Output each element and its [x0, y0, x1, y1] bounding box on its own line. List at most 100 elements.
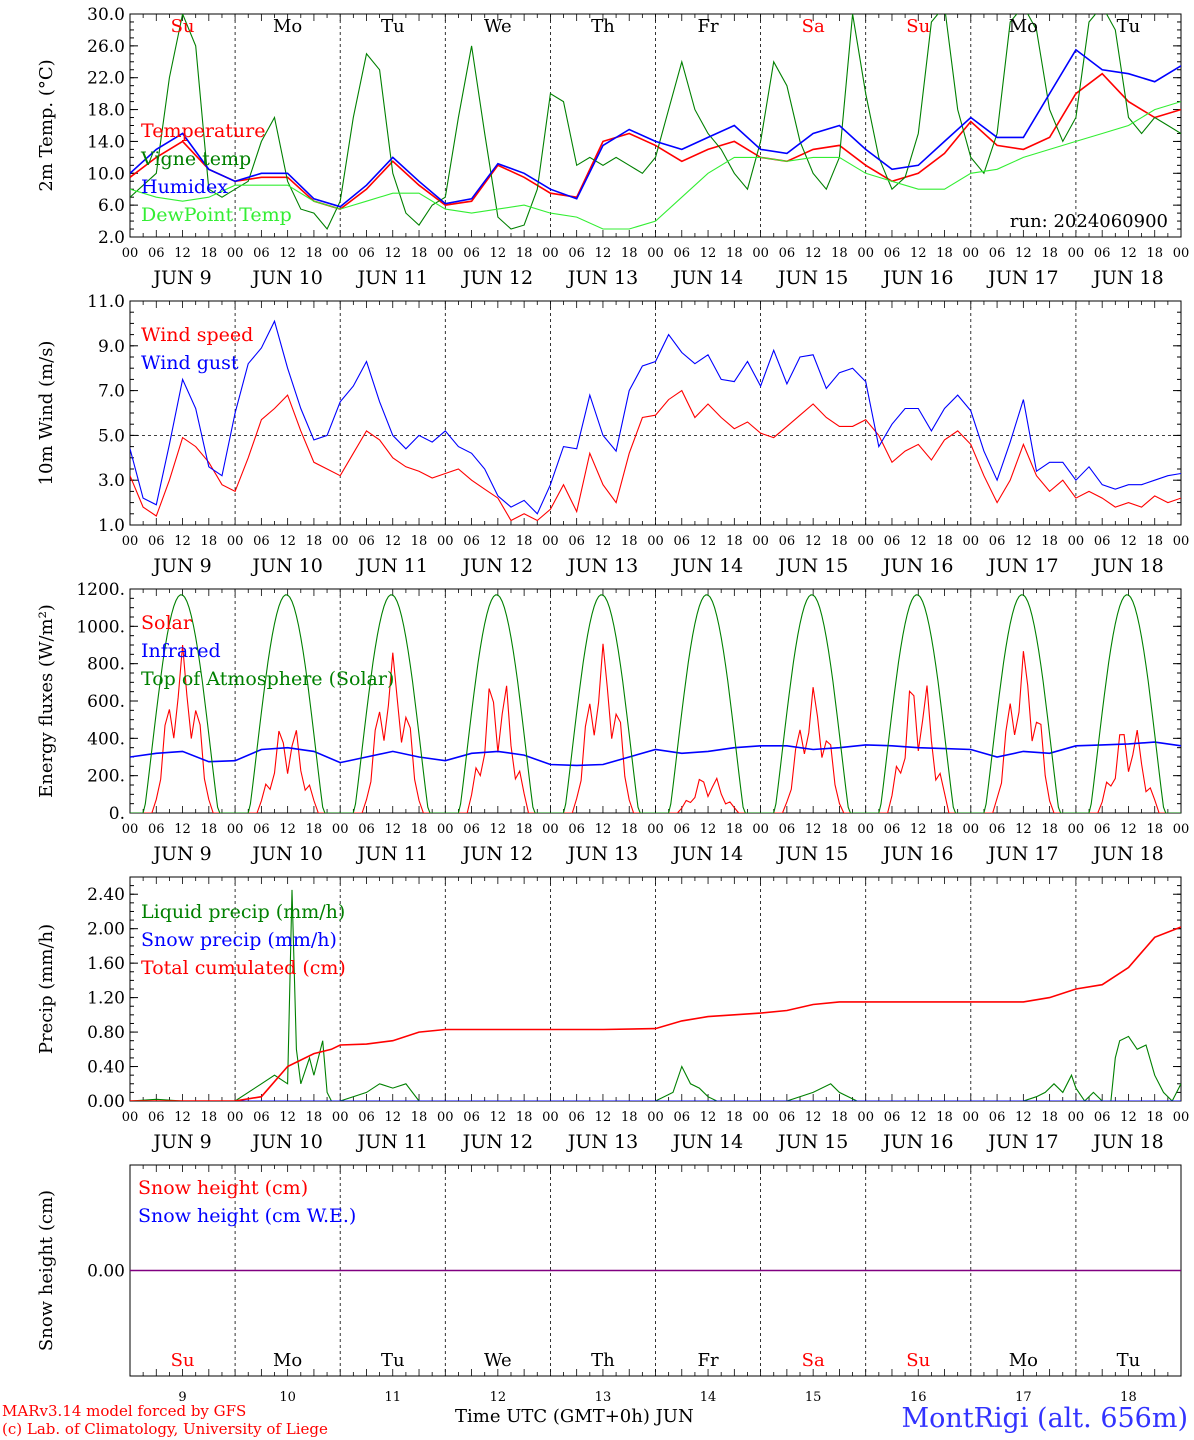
- hour-label: 06: [358, 246, 375, 261]
- series-line-humidex: [130, 48, 1181, 208]
- date-label: JUN 11: [356, 555, 428, 577]
- hour-label: 12: [1120, 822, 1137, 837]
- hour-label: 06: [568, 534, 585, 549]
- hour-label: 00: [227, 1110, 244, 1125]
- hour-label: 06: [253, 534, 270, 549]
- hour-label: 06: [884, 1110, 901, 1125]
- hour-label: 00: [647, 822, 664, 837]
- hour-label: 12: [1015, 822, 1032, 837]
- hour-label: 00: [963, 246, 980, 261]
- y-axis-label: Precip (mm/h): [36, 924, 57, 1054]
- date-label: JUN 12: [461, 555, 533, 577]
- hour-label: 12: [490, 246, 507, 261]
- date-label: JUN 10: [250, 1131, 322, 1153]
- hour-label: 00: [1173, 822, 1190, 837]
- hour-label: 18: [936, 822, 953, 837]
- hour-label: 00: [647, 534, 664, 549]
- run-annotation: run: 2024060900: [1010, 211, 1168, 232]
- hour-label: 12: [700, 534, 717, 549]
- day-number-label: 13: [595, 1390, 612, 1405]
- date-label: JUN 10: [250, 267, 322, 289]
- hour-label: 06: [989, 1110, 1006, 1125]
- weekday-label: We: [484, 16, 512, 37]
- y-tick-label: 1.0: [98, 516, 125, 536]
- hour-label: 12: [174, 822, 191, 837]
- date-label: JUN 13: [566, 555, 638, 577]
- site-title: MontRigi (alt. 656m): [901, 1403, 1188, 1434]
- date-label: JUN 12: [461, 267, 533, 289]
- date-label: JUN 9: [151, 1131, 211, 1153]
- hour-label: 06: [148, 246, 165, 261]
- legend-entry: Snow precip (mm/h): [141, 929, 337, 951]
- day-number-label: 15: [805, 1390, 822, 1405]
- hour-label: 12: [910, 822, 927, 837]
- date-label: JUN 13: [566, 1131, 638, 1153]
- hour-label: 06: [884, 246, 901, 261]
- legend-entry: Snow height (cm): [138, 1177, 308, 1199]
- hour-label: 18: [621, 1110, 638, 1125]
- date-label: JUN 18: [1091, 843, 1163, 865]
- hour-label: 18: [516, 534, 533, 549]
- hour-label: 06: [779, 246, 796, 261]
- hour-label: 18: [1146, 822, 1163, 837]
- hour-label: 06: [779, 534, 796, 549]
- y-tick-label: 0.40: [87, 1058, 125, 1078]
- hour-label: 06: [884, 822, 901, 837]
- hour-label: 12: [384, 246, 401, 261]
- hour-label: 06: [989, 534, 1006, 549]
- hour-label: 12: [1120, 534, 1137, 549]
- y-tick-label: 0.00: [87, 1262, 125, 1282]
- y-axis-label: 2m Temp. (°C): [36, 59, 57, 191]
- date-label: JUN 15: [776, 1131, 848, 1153]
- hour-label: 18: [516, 822, 533, 837]
- hour-label: 00: [647, 246, 664, 261]
- hour-label: 00: [437, 1110, 454, 1125]
- hour-label: 00: [332, 246, 349, 261]
- hour-label: 06: [884, 534, 901, 549]
- hour-label: 06: [989, 246, 1006, 261]
- hour-label: 18: [1041, 1110, 1058, 1125]
- y-tick-label: 800.: [87, 655, 125, 675]
- hour-label: 06: [463, 1110, 480, 1125]
- date-label: JUN 9: [151, 267, 211, 289]
- hour-label: 06: [674, 822, 691, 837]
- y-tick-label: 200.: [87, 767, 125, 787]
- panel-frame-2: [129, 588, 1182, 814]
- weekday-label-bottom: Fr: [698, 1350, 719, 1371]
- hour-label: 06: [989, 822, 1006, 837]
- weekday-label-bottom: Tu: [381, 1350, 405, 1371]
- hour-label: 00: [122, 246, 139, 261]
- y-tick-label: 2.00: [87, 920, 125, 940]
- date-label: JUN 18: [1091, 1131, 1163, 1153]
- hour-label: 12: [700, 1110, 717, 1125]
- hour-label: 18: [306, 1110, 323, 1125]
- series-line-liquid-precip-mm-h-: [130, 889, 1181, 1101]
- hour-label: 18: [726, 822, 743, 837]
- y-tick-label: 10.0: [87, 164, 125, 184]
- date-label: JUN 17: [986, 267, 1058, 289]
- hour-label: 12: [595, 1110, 612, 1125]
- hour-label: 12: [910, 534, 927, 549]
- date-label: JUN 14: [671, 843, 743, 865]
- hour-label: 06: [253, 246, 270, 261]
- weekday-label-bottom: Su: [171, 1350, 195, 1371]
- day-number-label: 12: [490, 1390, 507, 1405]
- hour-label: 12: [805, 534, 822, 549]
- hour-label: 06: [568, 822, 585, 837]
- hour-label: 00: [1068, 534, 1085, 549]
- hour-label: 12: [1015, 246, 1032, 261]
- series-line-dewpoint-temp: [130, 101, 1181, 230]
- hour-label: 00: [963, 1110, 980, 1125]
- hour-label: 06: [253, 822, 270, 837]
- hour-label: 18: [1041, 822, 1058, 837]
- weekday-label-bottom: Th: [591, 1350, 615, 1371]
- hour-label: 06: [779, 1110, 796, 1125]
- date-label: JUN 15: [776, 843, 848, 865]
- hour-label: 00: [437, 246, 454, 261]
- series-line-total-cumulated-cm-: [130, 926, 1181, 1101]
- date-label: JUN 14: [671, 1131, 743, 1153]
- legend-entry: Snow height (cm W.E.): [138, 1205, 356, 1227]
- hour-label: 12: [384, 534, 401, 549]
- hour-label: 06: [568, 246, 585, 261]
